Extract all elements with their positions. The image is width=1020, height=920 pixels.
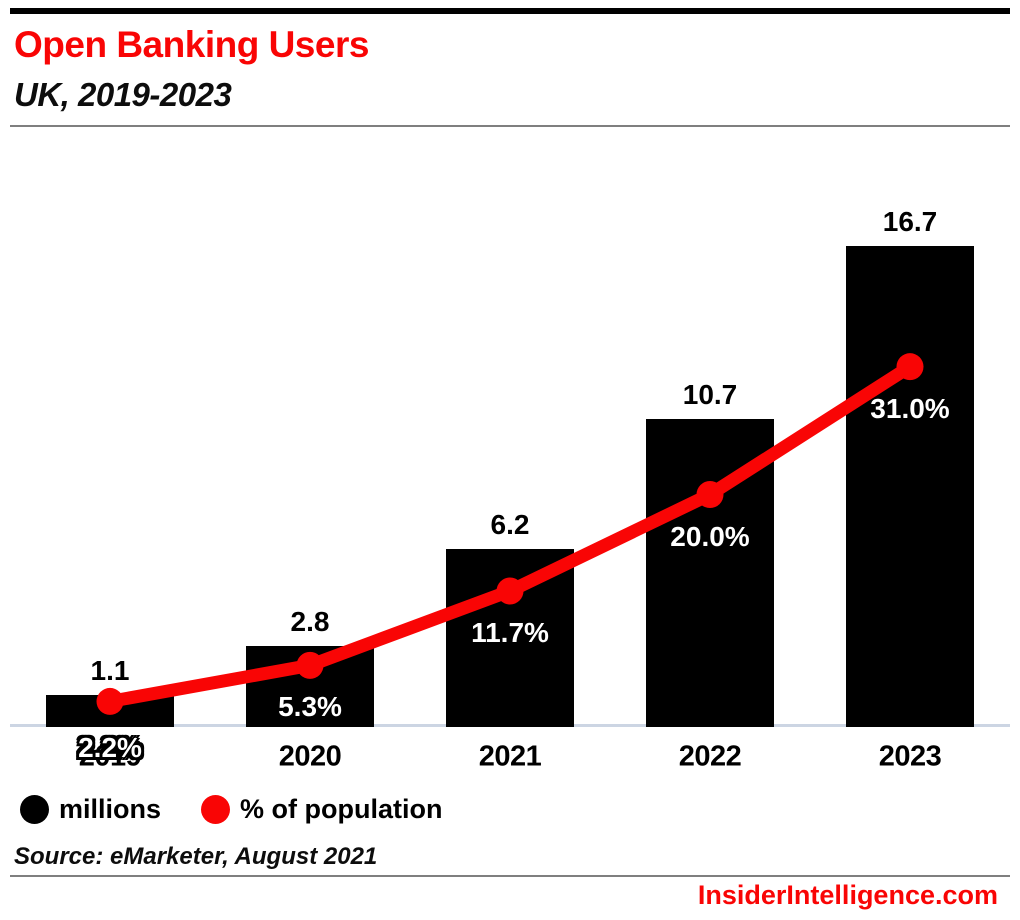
x-label-2023: 2023 [878, 740, 942, 773]
header-divider [10, 125, 1010, 127]
bar-value-label: 6.2 [490, 508, 530, 540]
pct-label: 5.3% [278, 691, 342, 723]
legend-label-millions: millions [59, 793, 162, 824]
top-rule [10, 8, 1010, 14]
pct-label: 11.7% [471, 617, 549, 648]
bar-value-label: 16.7 [882, 206, 938, 238]
chart-title: Open Banking Users [14, 24, 369, 65]
legend-swatch-population [201, 794, 231, 824]
bar-2022 [646, 419, 774, 727]
bar-2019 [46, 695, 174, 727]
bar-value-label: 2.8 [290, 606, 330, 638]
pct-label: 31.0% [870, 392, 950, 424]
legend: millions % of population [20, 794, 442, 824]
bar-2023 [846, 246, 974, 727]
pct-label: 2.2% [78, 732, 142, 763]
legend-swatch-millions [20, 794, 49, 824]
x-label-2022: 2022 [678, 740, 742, 773]
x-label-2021: 2021 [478, 740, 542, 773]
source-note: Source: eMarketer, August 2021 [14, 843, 378, 870]
bar-value-label: 10.7 [682, 379, 738, 411]
legend-item-millions: millions [20, 794, 161, 825]
chart-subtitle: UK, 2019-2023 [14, 76, 232, 113]
footer-site-link[interactable]: InsiderIntelligence.com [697, 880, 998, 910]
legend-item-population: % of population [201, 794, 442, 825]
x-label-2019: 2019 [78, 740, 142, 773]
bar-value-label: 1.1 [90, 655, 130, 687]
footer-divider [10, 875, 1010, 877]
x-label-2020: 2020 [278, 740, 342, 773]
pct-label: 20.0% [670, 520, 750, 552]
legend-label-population: % of population [240, 793, 443, 824]
